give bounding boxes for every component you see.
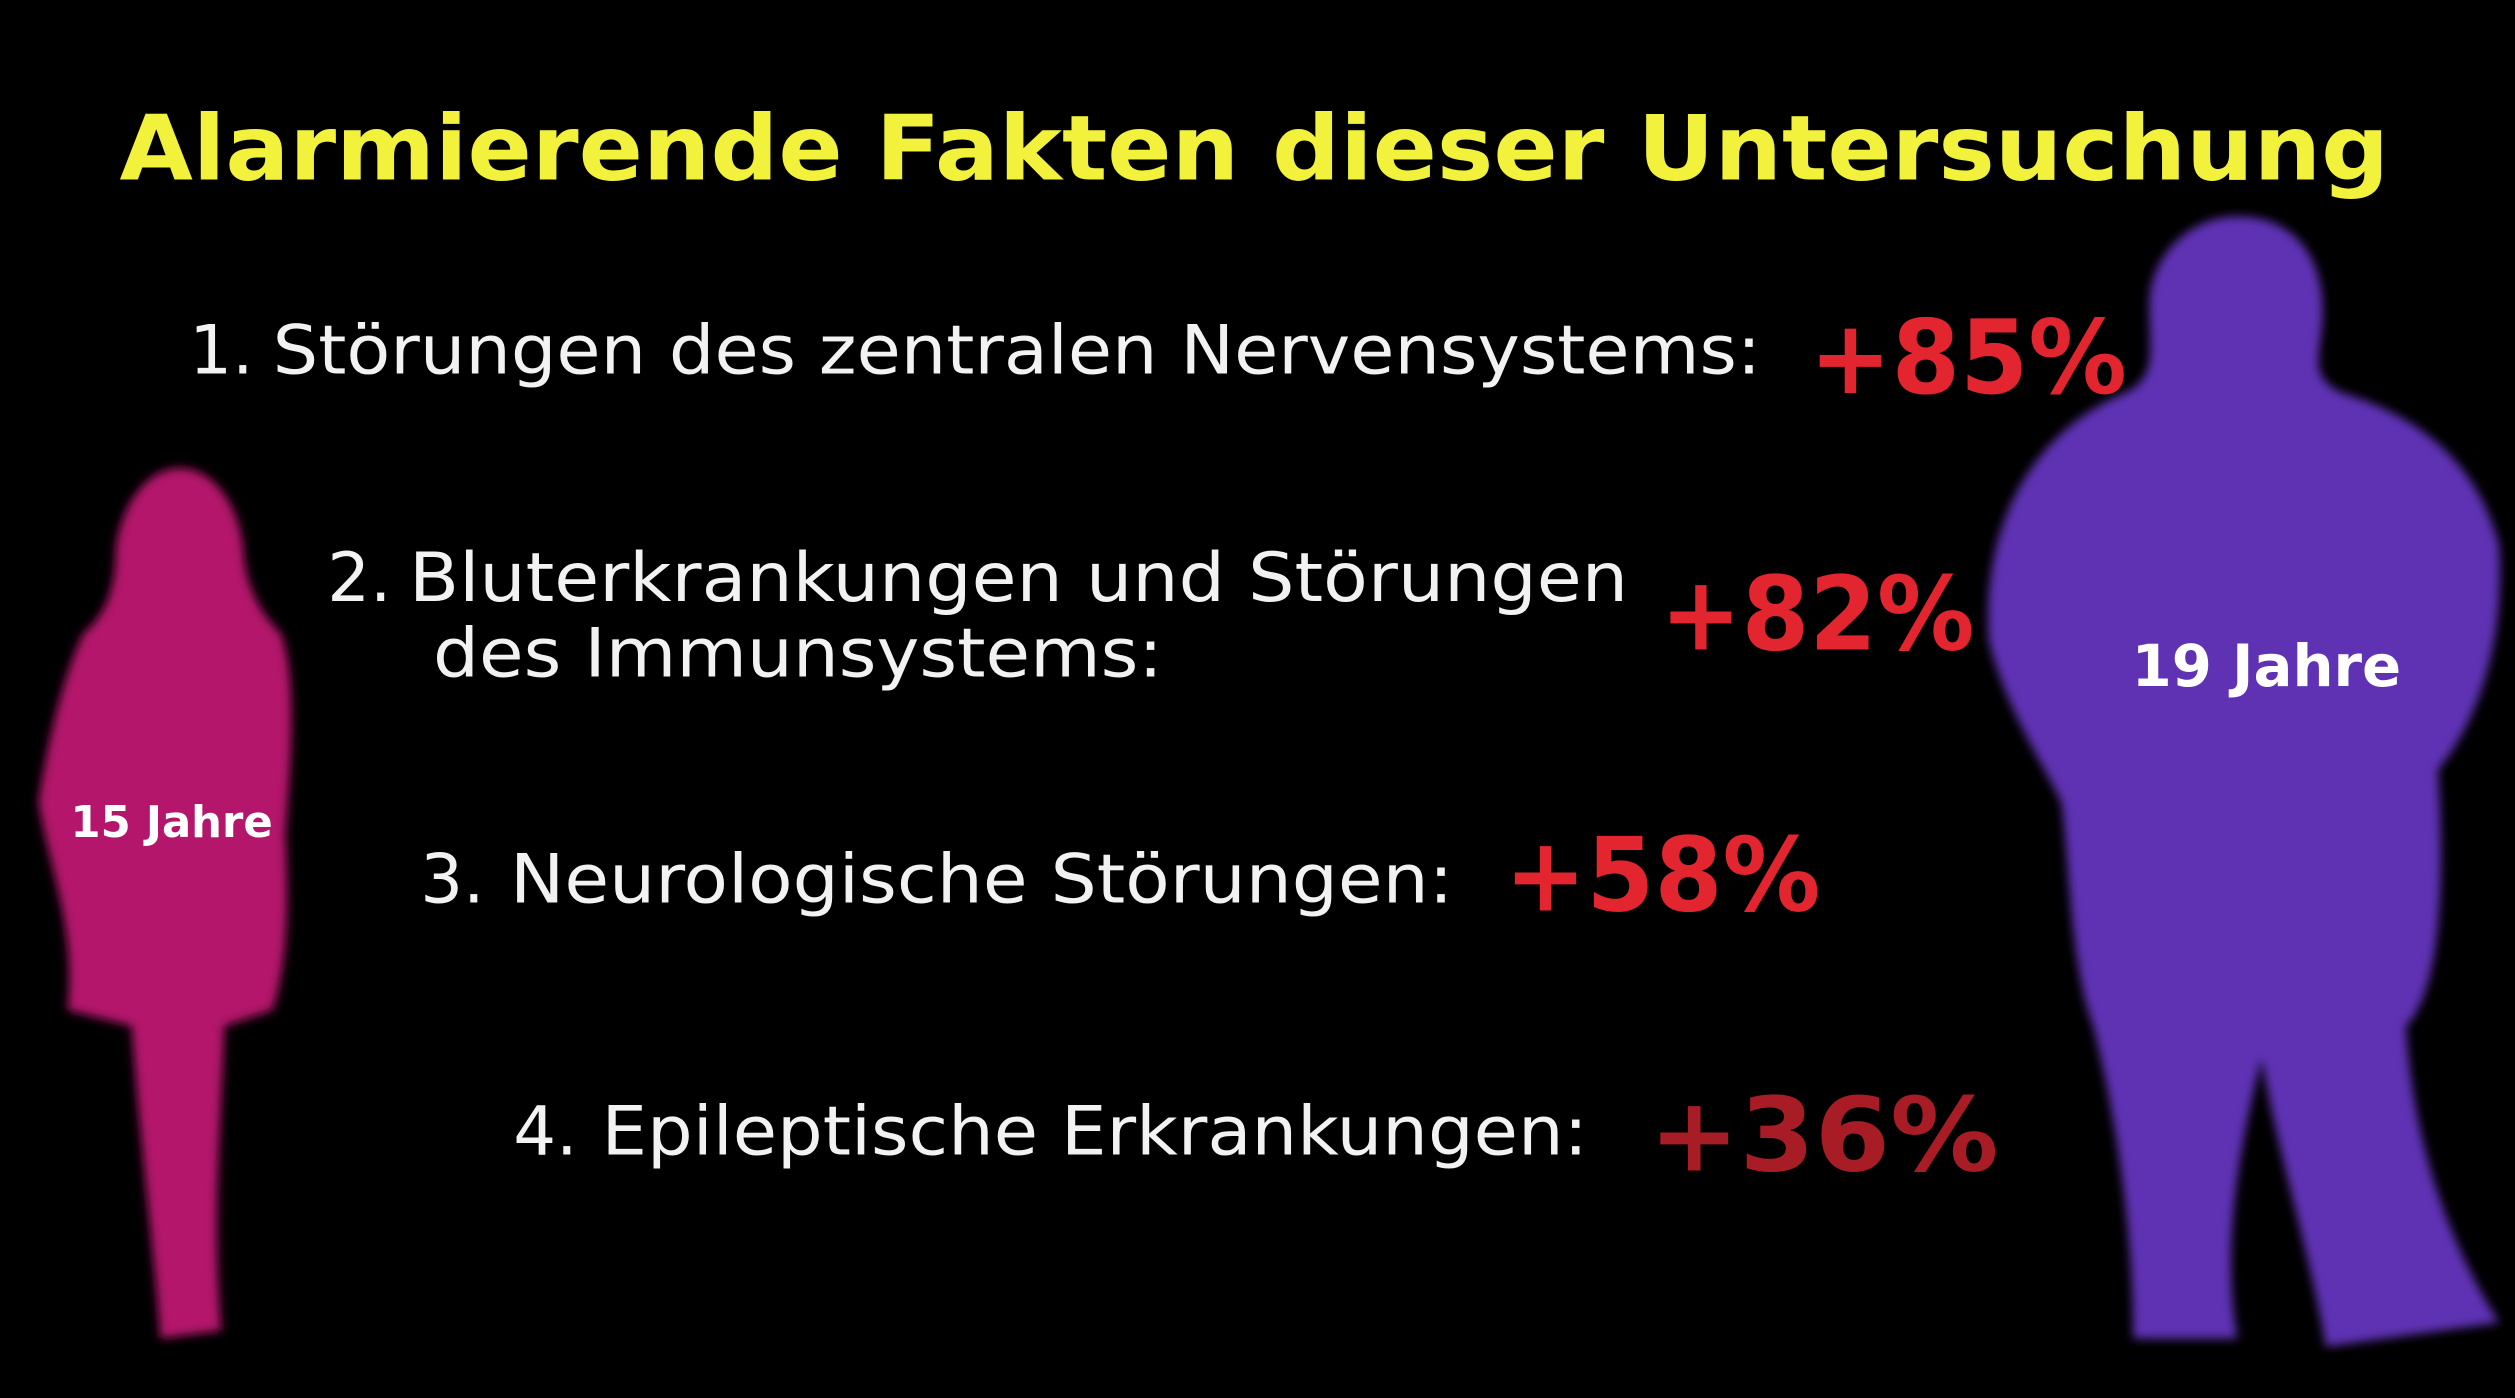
item-number: 2. bbox=[327, 538, 391, 617]
title: Alarmierende Fakten dieser Untersuchung bbox=[119, 98, 2389, 202]
girl-silhouette bbox=[38, 468, 292, 1339]
left-age: 15 Jahre bbox=[71, 798, 273, 848]
item-value: +82% bbox=[1660, 555, 1974, 674]
item-number: 3. bbox=[420, 840, 484, 919]
item-number: 1. bbox=[189, 311, 253, 390]
item-label: Bluterkrankungen und Störungen bbox=[409, 538, 1628, 617]
right-age: 19 Jahre bbox=[2132, 632, 2402, 700]
man-silhouette bbox=[1988, 216, 2500, 1347]
item-label: des Immunsystems: bbox=[433, 614, 1163, 693]
item-label: Epileptische Erkrankungen: bbox=[601, 1091, 1587, 1170]
item-number: 4. bbox=[513, 1091, 577, 1170]
item-value: +36% bbox=[1649, 1076, 1999, 1195]
item-label: Störungen des zentralen Nervensystems: bbox=[273, 311, 1761, 390]
item-value: +58% bbox=[1505, 817, 1821, 936]
item-value: +85% bbox=[1809, 299, 2127, 418]
item-label: Neurologische Störungen: bbox=[510, 840, 1453, 919]
